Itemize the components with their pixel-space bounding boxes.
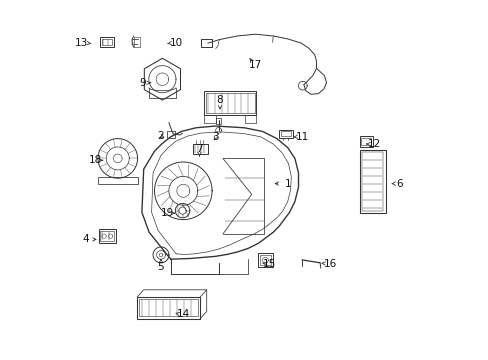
Bar: [204, 91, 256, 115]
Bar: [205, 93, 254, 113]
Text: 17: 17: [248, 60, 262, 70]
Bar: [280, 131, 291, 136]
Bar: [99, 229, 116, 243]
Bar: [167, 131, 175, 138]
Bar: [359, 150, 385, 213]
Text: 1: 1: [284, 179, 290, 189]
Bar: [244, 115, 256, 123]
Text: 3: 3: [212, 132, 219, 142]
Text: 8: 8: [216, 95, 223, 105]
Bar: [98, 177, 137, 184]
Text: 2: 2: [157, 131, 164, 141]
Text: 4: 4: [82, 234, 89, 244]
Bar: [204, 115, 215, 123]
Bar: [216, 118, 220, 124]
Bar: [193, 144, 208, 154]
Bar: [359, 136, 373, 147]
Text: 5: 5: [157, 262, 164, 272]
Bar: [137, 297, 200, 319]
Bar: [201, 39, 212, 47]
Bar: [101, 231, 114, 241]
Bar: [134, 37, 140, 47]
Bar: [258, 253, 272, 267]
Bar: [361, 152, 383, 211]
Bar: [278, 130, 292, 138]
Text: 6: 6: [395, 179, 402, 189]
Text: 7: 7: [196, 144, 203, 154]
Text: 18: 18: [88, 155, 102, 165]
Bar: [260, 255, 270, 265]
Bar: [361, 138, 370, 145]
Bar: [100, 37, 114, 47]
Text: 9: 9: [140, 78, 146, 88]
Text: 11: 11: [295, 132, 308, 142]
Text: 16: 16: [324, 258, 337, 269]
Text: 15: 15: [263, 258, 276, 269]
Text: 19: 19: [160, 208, 173, 218]
Bar: [139, 299, 198, 316]
Text: 10: 10: [169, 38, 183, 48]
Text: 14: 14: [176, 309, 189, 319]
Text: 13: 13: [75, 38, 88, 48]
Text: 12: 12: [366, 139, 380, 149]
Bar: [102, 39, 112, 45]
